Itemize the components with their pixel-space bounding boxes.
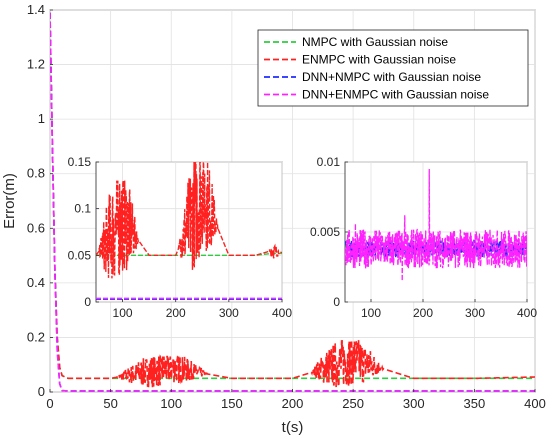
inset-left-x-tick-labels: 100 200 300 400 [113, 299, 292, 320]
x-tick-label: 400 [517, 306, 537, 320]
x-tick-label: 200 [282, 396, 304, 411]
x-tick-label: 100 [113, 306, 133, 320]
x-tick-label: 300 [465, 306, 485, 320]
inset-left-series [96, 162, 282, 300]
x-tick-label: 350 [464, 396, 486, 411]
x-tick-label: 100 [361, 306, 381, 320]
series-line-2 [50, 12, 535, 389]
y-tick-label: 1.2 [27, 57, 45, 72]
legend-box [257, 29, 529, 107]
y-tick-label: 1.4 [27, 2, 45, 17]
x-tick-label: 50 [103, 396, 117, 411]
y-tick-label: 0 [84, 295, 91, 309]
y-axis-label: Error(m) [1, 173, 18, 229]
y-tick-label: 0 [38, 384, 45, 399]
y-tick-label: 0.2 [27, 329, 45, 344]
x-tick-label: 400 [524, 396, 546, 411]
inset-right-series [345, 168, 527, 282]
x-tick-label: 200 [413, 306, 433, 320]
x-axis-label: t(s) [282, 419, 304, 436]
main-x-tick-labels: 0 50 100 150 200 250 300 350 400 [46, 389, 546, 411]
x-tick-label: 300 [219, 306, 239, 320]
y-tick-label: 1 [38, 111, 45, 126]
y-tick-label: 0 [333, 295, 340, 309]
legend-entry-3: DNN+NMPC with Gaussian noise [302, 70, 481, 84]
inset-right-y-tick-labels: 0 0.005 0.01 [310, 155, 348, 309]
x-tick-label: 200 [166, 306, 186, 320]
y-tick-label: 0.05 [68, 248, 92, 262]
x-tick-label: 250 [342, 396, 364, 411]
inset-right-x-tick-labels: 100 200 300 400 [361, 299, 537, 320]
legend-entry-2: ENMPC with Gaussian noise [302, 53, 456, 67]
y-tick-label: 0.15 [68, 155, 92, 169]
x-tick-label: 0 [46, 396, 53, 411]
inset-right-chart: 100 200 300 400 0 0.005 0.01 [310, 155, 537, 320]
x-tick-label: 150 [221, 396, 243, 411]
y-tick-label: 0.1 [74, 202, 91, 216]
series-line-2 [345, 168, 527, 282]
legend-entry-4: DNN+ENMPC with Gaussian noise [302, 88, 489, 102]
y-tick-label: 0.6 [27, 220, 45, 235]
inset-left-y-tick-labels: 0 0.05 0.1 0.15 [68, 155, 99, 309]
inset-left-chart: 100 200 300 400 0 0.05 0.1 0.15 [68, 155, 293, 320]
y-tick-label: 0.4 [27, 275, 45, 290]
series-line-2 [96, 162, 282, 279]
y-tick-label: 0.01 [317, 155, 341, 169]
x-tick-label: 400 [272, 306, 292, 320]
legend-entry-1: NMPC with Gaussian noise [302, 35, 448, 49]
legend: NMPC with Gaussian noise ENMPC with Gauss… [257, 29, 529, 107]
x-tick-label: 100 [160, 396, 182, 411]
main-y-tick-labels: 0 0.2 0.4 0.6 0.8 1 1.2 1.4 [27, 2, 53, 399]
y-tick-label: 0.005 [310, 225, 340, 239]
x-tick-label: 300 [403, 396, 425, 411]
y-tick-label: 0.8 [27, 166, 45, 181]
